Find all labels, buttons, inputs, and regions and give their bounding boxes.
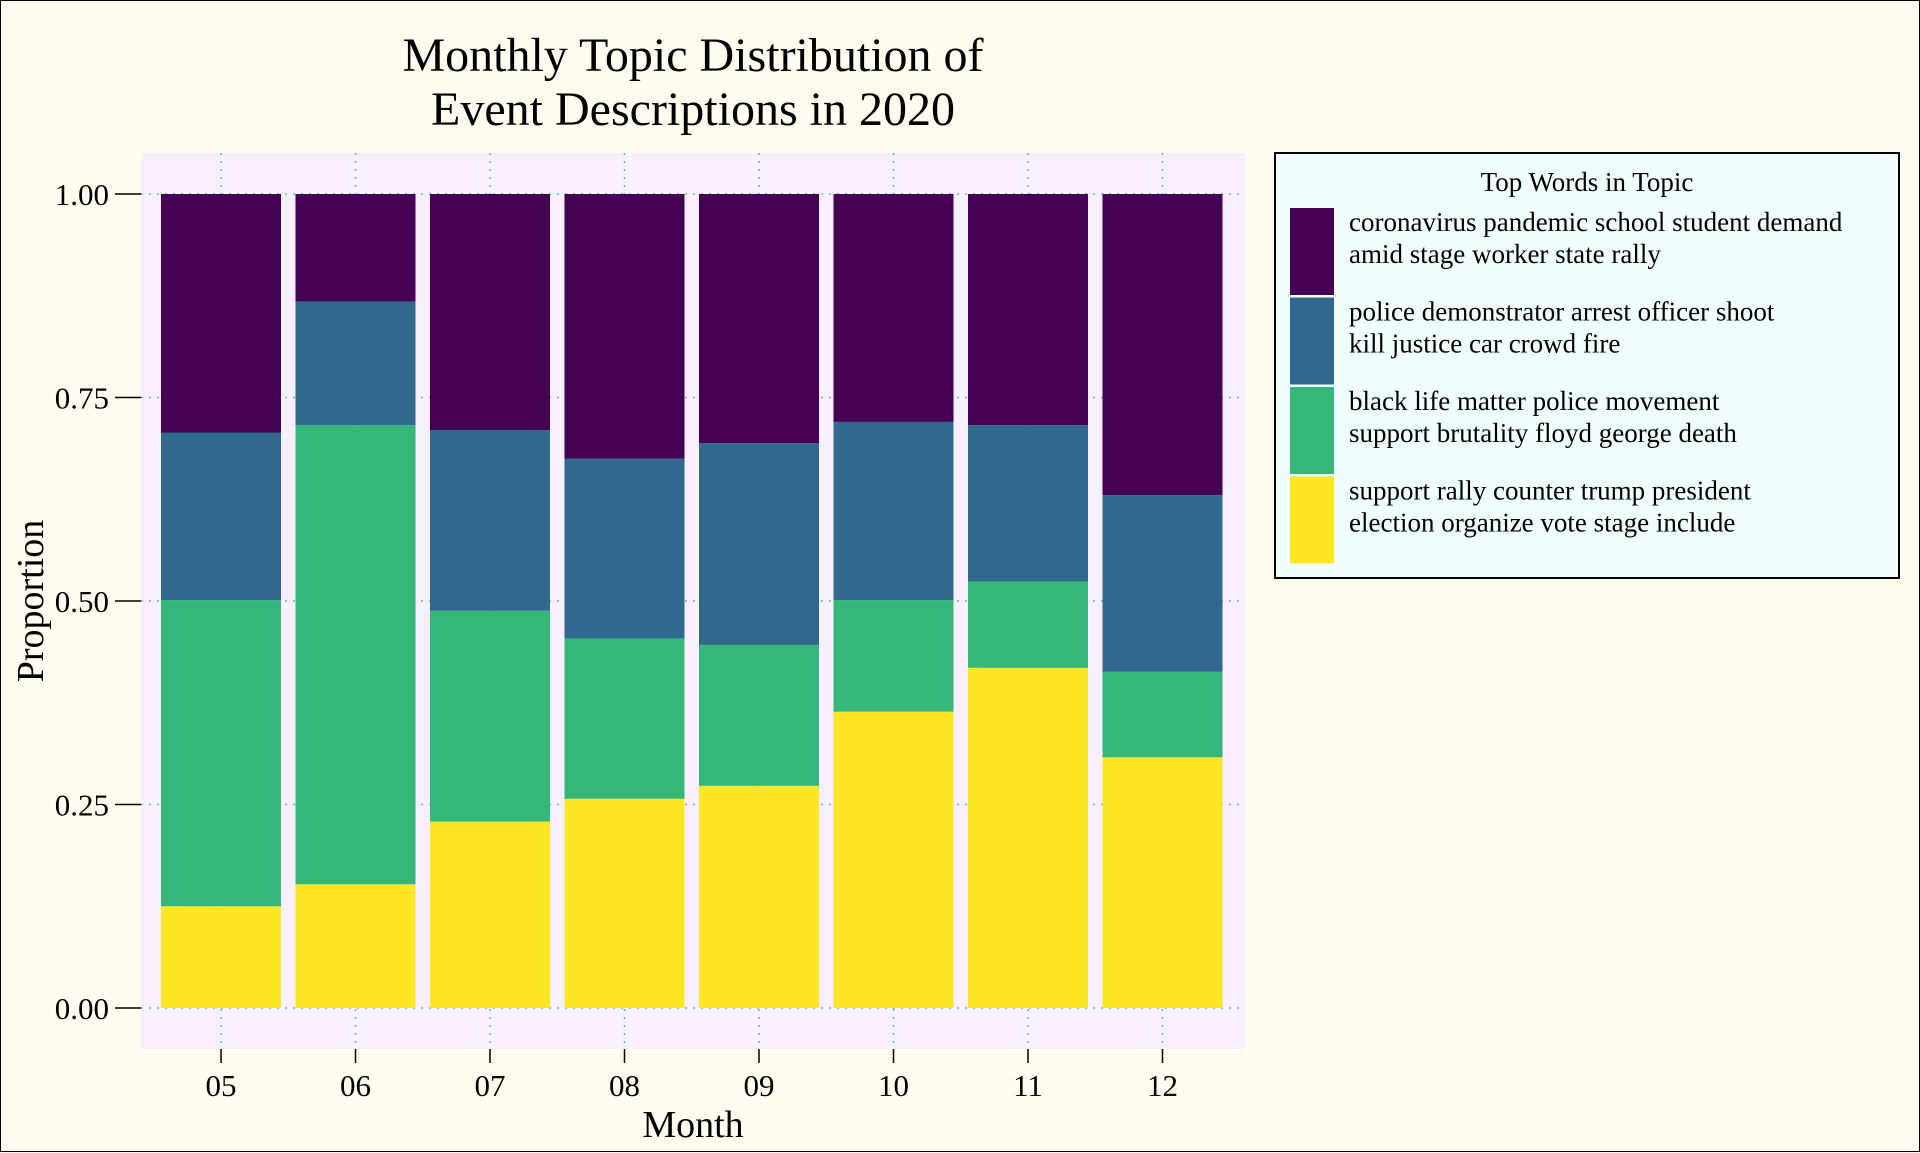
bar-segment (295, 194, 416, 302)
chart-title-line: Event Descriptions in 2020 (431, 83, 955, 136)
y-tick-label: 1.00 (55, 177, 109, 212)
chart-title-line: Monthly Topic Distribution of (402, 29, 983, 82)
bar-segment (295, 884, 416, 1008)
bar-segment (699, 194, 819, 444)
bar-segment (968, 581, 1088, 668)
legend-entry-text: amid stage worker state rally (1349, 239, 1661, 269)
bars (161, 194, 1223, 1008)
x-tick-label: 11 (1013, 1068, 1043, 1103)
legend: Top Words in Topic coronavirus pandemic s… (1274, 152, 1900, 579)
bar-segment (295, 301, 416, 426)
bar-segment (833, 711, 954, 1008)
y-tick-label: 0.50 (55, 584, 109, 619)
legend-entry-text: kill justice car crowd fire (1349, 329, 1620, 359)
x-axis: 05 06 07 08 09 10 11 12 (206, 1049, 1178, 1103)
x-tick-label: 05 (206, 1068, 237, 1103)
legend-title: Top Words in Topic (1481, 167, 1694, 197)
bar-segment (430, 610, 550, 822)
bar-segment (161, 906, 281, 1008)
y-tick-label: 0.00 (55, 991, 109, 1026)
bar-segment (699, 443, 819, 645)
bar-segment (968, 194, 1088, 426)
bar-segment (161, 600, 281, 907)
y-axis-label: Proportion (10, 520, 52, 683)
bar-segment (430, 821, 550, 1008)
bar-segment (968, 425, 1088, 582)
legend-key (1290, 476, 1334, 564)
legend-entry-text: coronavirus pandemic school student dema… (1349, 207, 1843, 237)
bar-segment (564, 458, 685, 639)
bar-segment (833, 194, 954, 422)
x-tick-label: 10 (878, 1068, 909, 1103)
bar-segment (161, 432, 281, 601)
x-axis-label: Month (642, 1104, 743, 1146)
bar-segment (1102, 757, 1223, 1008)
bar-segment (430, 194, 550, 431)
bar-segment (968, 667, 1088, 1008)
legend-key (1290, 297, 1334, 385)
bar-segment (564, 194, 685, 459)
bar-segment (1102, 194, 1223, 496)
legend-key (1290, 387, 1334, 474)
bar-segment (833, 600, 954, 712)
x-tick-label: 06 (340, 1068, 371, 1103)
x-tick-label: 08 (609, 1068, 640, 1103)
legend-entry-text: support rally counter trump president (1349, 476, 1751, 506)
bar-segment (699, 785, 819, 1008)
bar-segment (430, 430, 550, 611)
x-tick-label: 12 (1147, 1068, 1178, 1103)
x-tick-label: 07 (475, 1068, 506, 1103)
y-axis: 0.00 0.25 0.50 0.75 1.00 (55, 177, 141, 1026)
bar-segment (564, 798, 685, 1008)
legend-entry-text: police demonstrator arrest officer shoot (1349, 297, 1775, 327)
legend-entry-text: black life matter police movement (1349, 386, 1720, 416)
legend-key (1290, 208, 1334, 295)
bar-segment (161, 194, 281, 433)
y-tick-label: 0.75 (55, 381, 109, 416)
legend-entry-text: election organize vote stage include (1349, 508, 1735, 538)
bar-segment (833, 421, 954, 601)
bar-segment (295, 425, 416, 885)
bar-segment (1102, 495, 1223, 672)
bar-segment (699, 644, 819, 786)
legend-entry-text: support brutality floyd george death (1349, 418, 1737, 448)
bar-segment (564, 638, 685, 799)
x-tick-label: 09 (744, 1068, 775, 1103)
y-tick-label: 0.25 (55, 788, 109, 823)
bar-segment (1102, 671, 1223, 758)
legend-box (1274, 152, 1900, 579)
